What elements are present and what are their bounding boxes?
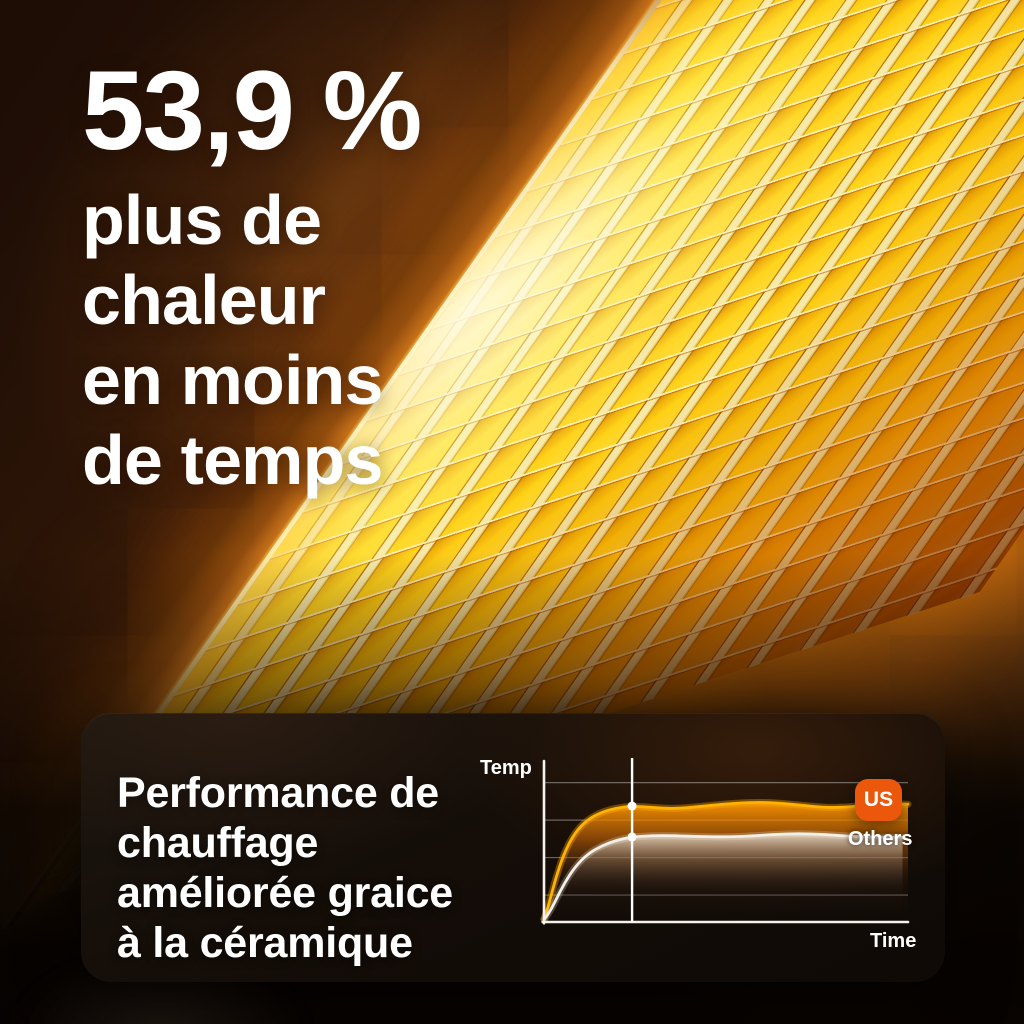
headline-stat: 53,9 % xyxy=(82,48,422,173)
headline-line: de temps xyxy=(82,421,383,499)
info-card: Performance de chauffage améliorée graic… xyxy=(81,713,945,982)
us-badge: US xyxy=(855,779,902,821)
headline-line: chaleur xyxy=(82,261,326,339)
caption-line: à la céramique xyxy=(117,919,413,967)
headline-line: en moins xyxy=(82,341,383,419)
others-label: Others xyxy=(848,828,913,850)
headline-lines: plus de chaleur en moins de temps xyxy=(82,180,421,500)
performance-chart xyxy=(540,758,912,925)
caption-line: chauffage xyxy=(117,819,319,867)
y-axis-label: Temp xyxy=(480,757,532,779)
x-axis-label: Time xyxy=(870,930,917,952)
headline-line: plus de xyxy=(82,181,322,259)
caption-line: Performance de xyxy=(117,769,440,817)
headline: 53,9 % plus de chaleur en moins de temps xyxy=(82,48,422,500)
card-caption: Performance de chauffage améliorée graic… xyxy=(117,768,557,968)
caption-line: améliorée graice xyxy=(117,869,453,917)
